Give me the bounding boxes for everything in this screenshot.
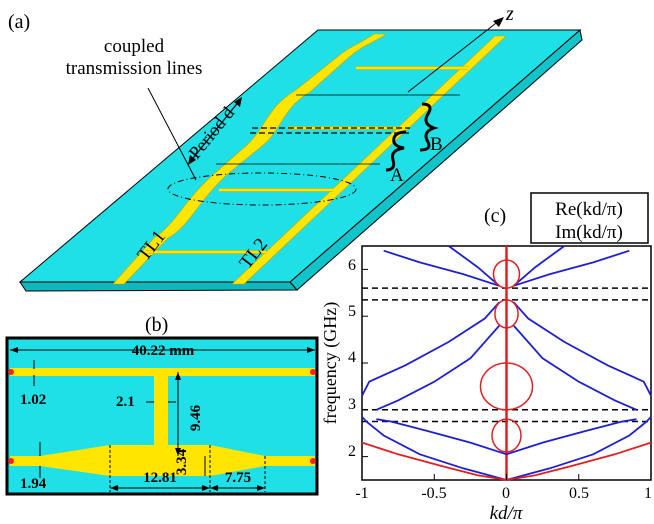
curve-re-3-pos: [513, 325, 637, 411]
dim-3-34: 3.34: [174, 448, 190, 475]
y-tick-6: 6: [348, 257, 356, 274]
im-loop-3: [492, 259, 521, 289]
x-tick-m1: -1: [355, 485, 368, 502]
curve-re-4-pos: [513, 249, 630, 287]
x-tick-labels: -1 -0.5 0 0.5 1: [355, 485, 652, 502]
coupled-lines-ellipse: [167, 172, 357, 206]
panel-c: (c) Re(kd/π) Im(kd/π) 2 3 4 5 6 -1 -0.5 …: [320, 192, 652, 524]
dim-1-94: 1.94: [20, 476, 47, 492]
x-axis-label: kd/π: [490, 503, 523, 524]
y-axis-label: frequency (GHz): [320, 302, 341, 424]
label-b: B: [430, 134, 443, 155]
dim-12-81: 12.81: [143, 470, 177, 486]
dim-9-46: 9.46: [188, 404, 204, 431]
coupled-label-1: coupled: [104, 36, 165, 57]
y-tick-labels: 2 3 4 5 6: [348, 257, 356, 460]
legend-re: Re(kd/π): [555, 199, 623, 220]
curve-re-0-neg: [361, 416, 507, 481]
curve-re-5-pos: [513, 245, 565, 287]
cell-lines: [216, 94, 460, 165]
panel-a: (a): [8, 3, 583, 292]
x-tick-m05: -0.5: [421, 485, 446, 502]
legend-im: Im(kd/π): [555, 222, 623, 243]
im-loop-2: [494, 299, 519, 329]
y-tick-4: 4: [348, 349, 356, 366]
curve-re-1-pos: [513, 301, 652, 397]
label-a: A: [390, 165, 404, 186]
panel-b-label: (b): [145, 314, 168, 336]
im-loop-0: [491, 418, 522, 453]
port-dots: [8, 369, 316, 464]
curve-re-5-neg: [448, 245, 500, 287]
tl2-line: [231, 35, 507, 285]
panel-a-label: (a): [8, 11, 30, 33]
y-tick-3: 3: [348, 396, 356, 413]
curve-re-0-pos: [506, 416, 652, 481]
plot-content: [361, 245, 652, 481]
dimension-lines: [10, 349, 315, 492]
x-tick-05: 0.5: [569, 485, 589, 502]
unit-cell-bottom-line: [10, 445, 315, 476]
z-axis: z: [407, 3, 514, 93]
substrate-edge: [19, 281, 299, 292]
curve-re-1-neg: [361, 301, 500, 397]
brace-a: [385, 130, 407, 172]
dimension-arrowheads: [10, 347, 315, 491]
y-tick-5: 5: [348, 303, 356, 320]
curve-re-4-neg: [383, 249, 500, 287]
panel-b: (b): [5, 314, 319, 496]
panel-c-label: (c): [484, 205, 506, 227]
x-tick-1: 1: [644, 485, 652, 502]
dim-width: 40.22 mm: [132, 343, 195, 359]
legend: Re(kd/π) Im(kd/π): [530, 192, 649, 244]
x-tick-0: 0: [502, 485, 510, 502]
tl1-line: [112, 33, 387, 285]
curve-im-6-pos: [506, 441, 652, 481]
unit-cell-stub: [154, 372, 168, 448]
dim-1-02: 1.02: [20, 392, 46, 408]
curve-re-2-pos: [506, 418, 637, 456]
coupled-lines-leader: [147, 87, 197, 181]
brace-b: [419, 102, 439, 152]
z-axis-label: z: [505, 3, 514, 25]
curve-re-2-neg: [376, 418, 507, 456]
curve-re-3-neg: [376, 325, 500, 411]
dashed-cut-lines: [250, 127, 410, 134]
curve-im-6-neg: [361, 441, 507, 481]
im-loop-1: [479, 362, 534, 411]
dim-2-1: 2.1: [116, 394, 135, 410]
dim-7-75: 7.75: [225, 470, 251, 486]
coupled-label-2: transmission lines: [66, 58, 203, 79]
y-tick-2: 2: [348, 443, 356, 460]
